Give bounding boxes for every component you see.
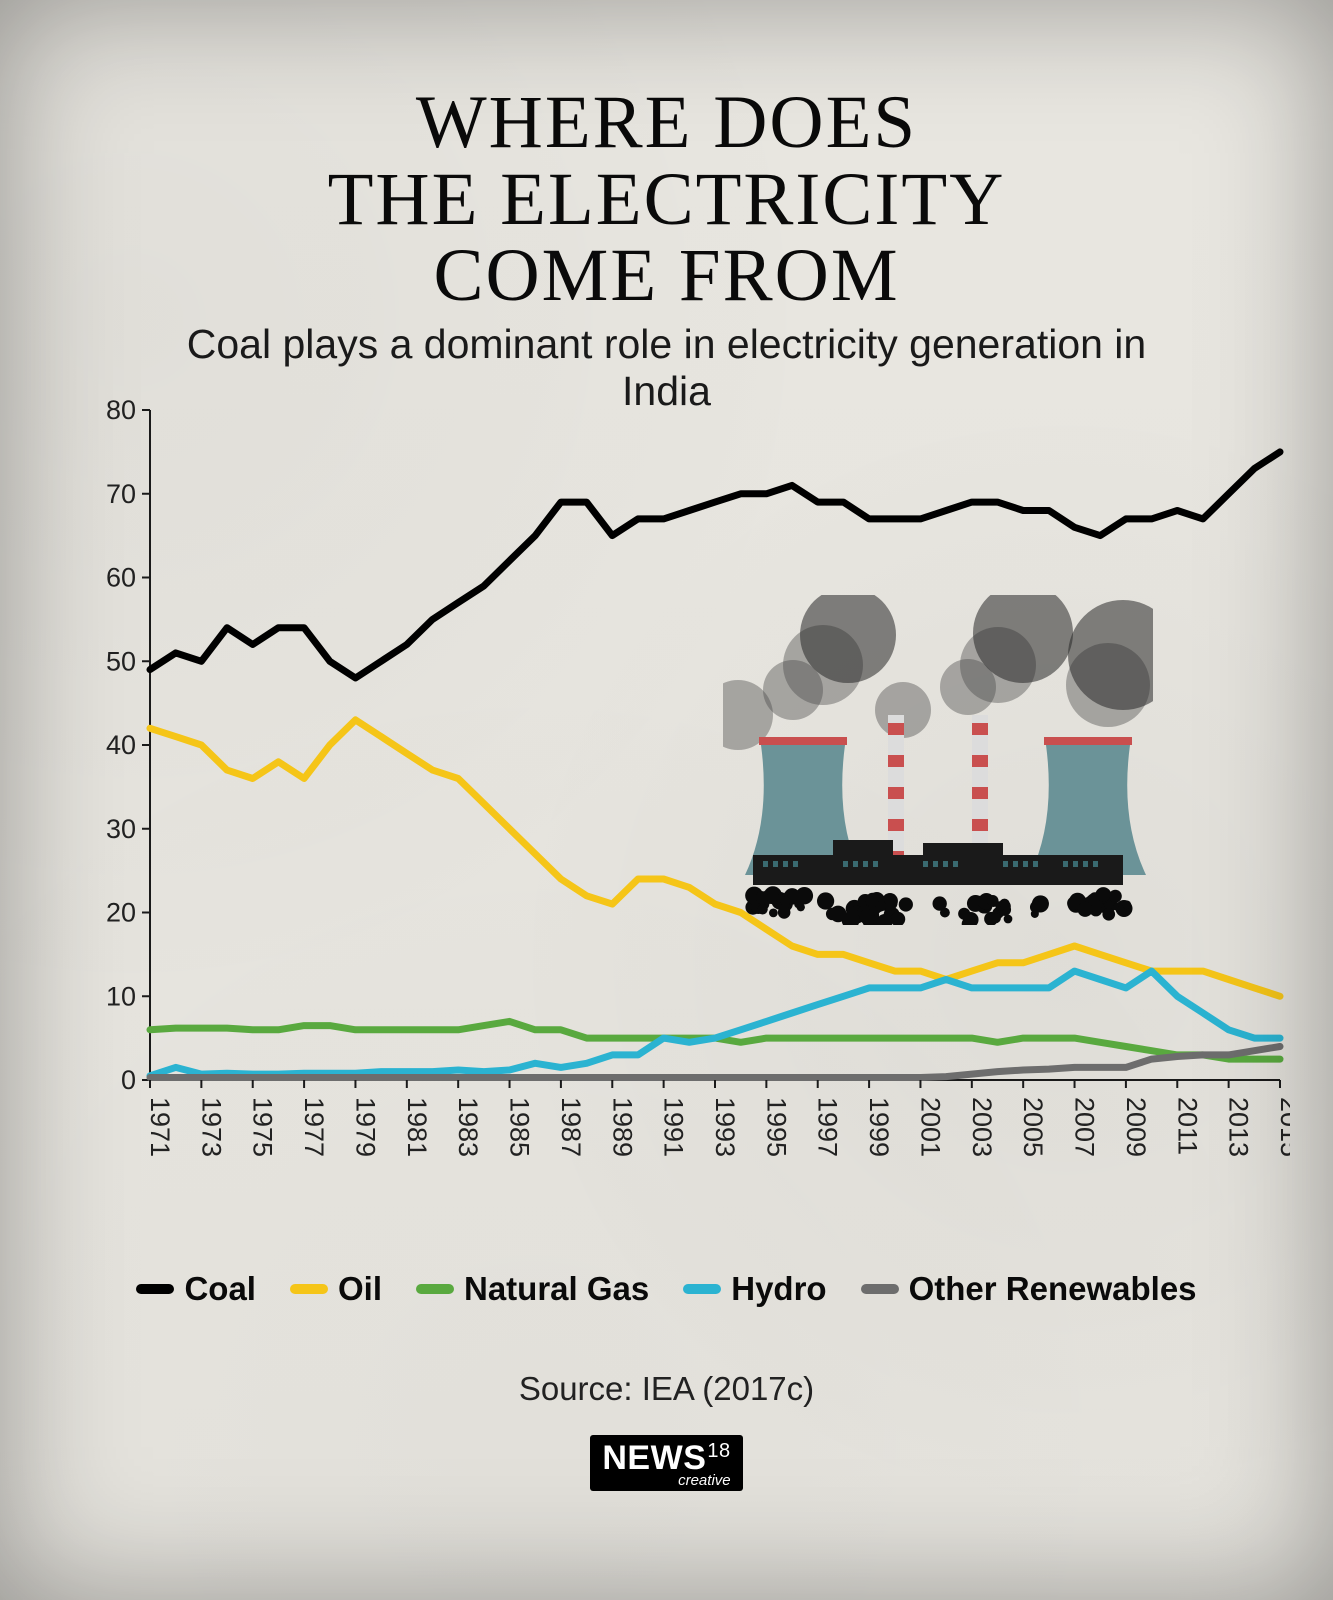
- svg-text:2011: 2011: [1172, 1097, 1202, 1155]
- svg-text:70: 70: [106, 479, 136, 509]
- svg-text:2001: 2001: [915, 1097, 945, 1157]
- chart-legend: Coal Oil Natural Gas Hydro Other Renewables: [0, 1270, 1333, 1308]
- legend-swatch: [290, 1284, 328, 1294]
- svg-text:1989: 1989: [607, 1097, 637, 1157]
- legend-swatch: [683, 1284, 721, 1294]
- legend-label: Hydro: [731, 1270, 826, 1308]
- svg-text:2009: 2009: [1121, 1097, 1151, 1157]
- legend-label: Natural Gas: [464, 1270, 649, 1308]
- power-plant-icon: [723, 595, 1153, 925]
- svg-text:1997: 1997: [813, 1097, 843, 1157]
- svg-text:1977: 1977: [299, 1097, 329, 1157]
- svg-text:40: 40: [106, 730, 136, 760]
- svg-text:2013: 2013: [1224, 1097, 1254, 1157]
- svg-text:1987: 1987: [556, 1097, 586, 1157]
- svg-text:30: 30: [106, 814, 136, 844]
- legend-item-coal: Coal: [136, 1270, 256, 1308]
- legend-swatch: [861, 1284, 899, 1294]
- svg-text:0: 0: [121, 1065, 136, 1095]
- legend-label: Other Renewables: [909, 1270, 1197, 1308]
- legend-swatch: [416, 1284, 454, 1294]
- legend-item-gas: Natural Gas: [416, 1270, 649, 1308]
- svg-text:2003: 2003: [967, 1097, 997, 1157]
- svg-text:1979: 1979: [350, 1097, 380, 1157]
- legend-item-hydro: Hydro: [683, 1270, 826, 1308]
- svg-text:1973: 1973: [196, 1097, 226, 1157]
- svg-text:1985: 1985: [505, 1097, 535, 1157]
- svg-text:2007: 2007: [1070, 1097, 1100, 1157]
- svg-text:1975: 1975: [248, 1097, 278, 1157]
- legend-item-other: Other Renewables: [861, 1270, 1197, 1308]
- svg-text:1991: 1991: [659, 1097, 689, 1157]
- svg-text:2005: 2005: [1018, 1097, 1048, 1157]
- svg-text:1981: 1981: [402, 1097, 432, 1157]
- svg-text:1995: 1995: [761, 1097, 791, 1157]
- svg-text:80: 80: [106, 400, 136, 425]
- svg-text:2015: 2015: [1275, 1097, 1290, 1157]
- legend-label: Coal: [184, 1270, 256, 1308]
- svg-text:10: 10: [106, 981, 136, 1011]
- chart-title: WHERE DOES THE ELECTRICITY COME FROM: [0, 0, 1333, 315]
- source-text: Source: IEA (2017c): [0, 1370, 1333, 1408]
- legend-item-oil: Oil: [290, 1270, 382, 1308]
- legend-label: Oil: [338, 1270, 382, 1308]
- brand-logo: NEWS18 creative: [0, 1435, 1333, 1491]
- svg-text:1999: 1999: [864, 1097, 894, 1157]
- svg-text:50: 50: [106, 646, 136, 676]
- svg-text:60: 60: [106, 563, 136, 593]
- legend-swatch: [136, 1284, 174, 1294]
- svg-text:1993: 1993: [710, 1097, 740, 1157]
- svg-text:1971: 1971: [145, 1097, 175, 1157]
- svg-text:1983: 1983: [453, 1097, 483, 1157]
- svg-text:20: 20: [106, 898, 136, 928]
